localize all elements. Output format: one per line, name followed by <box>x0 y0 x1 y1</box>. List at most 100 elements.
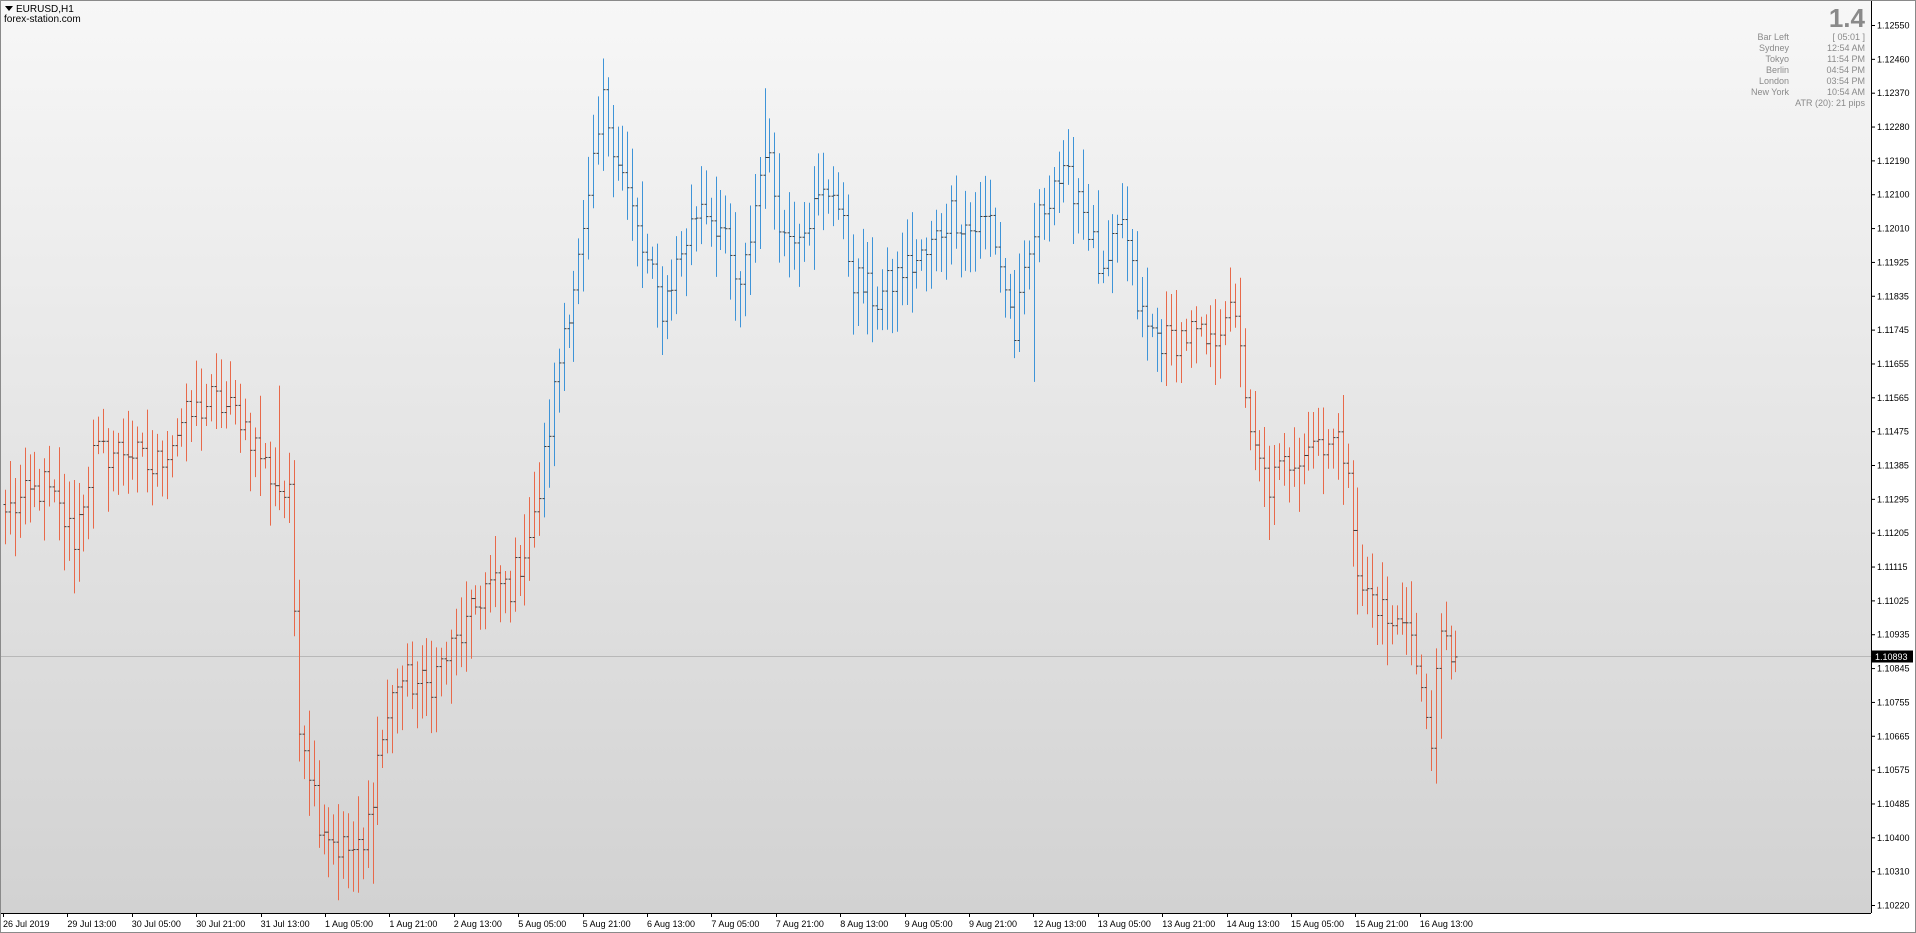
ohlc-bar <box>3 489 8 545</box>
info-row-tokyo: Tokyo 11:54 PM <box>1719 54 1865 65</box>
ohlc-bar <box>1351 460 1356 567</box>
ohlc-bar <box>326 807 331 878</box>
ohlc-bar <box>1453 630 1458 673</box>
plot-background <box>1 1 1871 913</box>
ohlc-bar <box>67 481 72 561</box>
ohlc-bar <box>175 418 180 457</box>
ohlc-bar <box>1140 277 1145 338</box>
ohlc-bar <box>1272 444 1277 525</box>
y-tick-label: 1.10575 <box>1877 765 1910 775</box>
ohlc-bar <box>924 237 929 292</box>
ohlc-bar <box>601 58 606 171</box>
ohlc-bar <box>258 395 263 497</box>
ohlc-bar <box>1434 648 1439 784</box>
info-row-berlin: Berlin 04:54 PM <box>1719 65 1865 76</box>
info-row-sydney: Sydney 12:54 AM <box>1719 43 1865 54</box>
ohlc-bar <box>576 238 581 305</box>
ohlc-bar <box>1316 407 1321 456</box>
ohlc-bar <box>777 153 782 263</box>
ohlc-bar <box>1003 257 1008 318</box>
ohlc-bar <box>1145 267 1150 361</box>
y-tick-label: 1.11655 <box>1877 359 1909 369</box>
ohlc-bar <box>993 207 998 255</box>
symbol-title[interactable]: EURUSD,H1 <box>5 4 74 15</box>
x-tick-label: 15 Aug 05:00 <box>1291 919 1344 929</box>
ohlc-bar <box>13 477 18 557</box>
info-row-new-york: New York 10:54 AM <box>1719 87 1865 98</box>
ohlc-bar <box>1066 129 1071 185</box>
y-tick-label: 1.11205 <box>1877 528 1909 538</box>
ohlc-bar <box>375 716 380 825</box>
x-tick-label: 13 Aug 21:00 <box>1162 919 1215 929</box>
x-tick-label: 30 Jul 05:00 <box>132 919 181 929</box>
ohlc-bar <box>792 201 797 270</box>
ohlc-bar <box>1326 429 1331 469</box>
ohlc-bar <box>371 782 376 884</box>
ohlc-bar <box>1331 428 1336 469</box>
ohlc-bar <box>444 641 449 685</box>
ohlc-bar <box>346 813 351 889</box>
ohlc-bar <box>1155 307 1160 372</box>
y-tick-label: 1.12550 <box>1877 21 1910 31</box>
ohlc-bar <box>1380 562 1385 645</box>
ohlc-bar <box>165 431 170 500</box>
ohlc-bar <box>150 430 155 506</box>
ohlc-bar <box>194 360 199 426</box>
ohlc-bar <box>160 440 165 497</box>
ohlc-bar <box>826 179 831 214</box>
site-label: forex-station.com <box>4 14 81 25</box>
y-tick-label: 1.11385 <box>1877 461 1909 471</box>
y-tick-label: 1.11025 <box>1877 596 1909 606</box>
ohlc-bar <box>895 251 900 332</box>
ohlc-bar <box>567 314 572 349</box>
ohlc-bar <box>1169 293 1174 366</box>
ohlc-bar <box>699 166 704 245</box>
ohlc-bar <box>81 494 86 552</box>
ohlc-bar <box>1404 587 1409 655</box>
ohlc-bar <box>86 466 91 540</box>
ohlc-bar <box>429 640 434 734</box>
ohlc-bar <box>385 679 390 754</box>
ohlc-bar <box>1125 186 1130 282</box>
ohlc-bar <box>1355 487 1360 615</box>
ohlc-bar <box>738 271 743 328</box>
ohlc-bar <box>47 445 52 507</box>
ohlc-bar <box>665 275 670 340</box>
y-tick-label: 1.12190 <box>1877 156 1910 166</box>
x-tick-label: 13 Aug 05:00 <box>1098 919 1151 929</box>
ohlc-bar <box>439 647 444 697</box>
ohlc-bar <box>312 740 317 807</box>
ohlc-bar <box>753 173 758 263</box>
ohlc-bar <box>650 246 655 279</box>
ohlc-bar <box>772 132 777 230</box>
info-label: Sydney <box>1758 43 1789 53</box>
ohlc-bar <box>469 589 474 659</box>
ohlc-bar <box>28 454 33 523</box>
ohlc-bar <box>856 258 861 327</box>
price-axis: 1.12550 1.12460 1.12370 1.12280 1.12190 1.121… <box>1871 21 1910 911</box>
ohlc-bar <box>111 430 116 492</box>
ohlc-bar <box>704 170 709 225</box>
ohlc-bar <box>968 202 973 273</box>
ohlc-bar <box>204 383 209 427</box>
ohlc-bar <box>238 383 243 453</box>
ohlc-bar <box>1017 253 1022 353</box>
dropdown-triangle-icon[interactable] <box>5 6 13 11</box>
ohlc-bar <box>390 684 395 754</box>
y-tick-label: 1.10665 <box>1877 731 1910 741</box>
ohlc-bar <box>875 286 880 330</box>
ohlc-bar <box>552 362 557 467</box>
ohlc-bar <box>522 514 527 606</box>
ohlc-bar <box>179 408 184 447</box>
ohlc-bar <box>282 480 287 519</box>
ohlc-bar <box>351 821 356 892</box>
ohlc-bar <box>1120 183 1125 239</box>
ohlc-bar <box>1409 581 1414 666</box>
ohlc-bar <box>140 432 145 457</box>
ohlc-bar <box>1218 309 1223 379</box>
ohlc-bar <box>983 175 988 250</box>
ohlc-bar <box>1385 576 1390 666</box>
ohlc-bar <box>317 760 322 848</box>
x-tick-label: 14 Aug 13:00 <box>1227 919 1280 929</box>
